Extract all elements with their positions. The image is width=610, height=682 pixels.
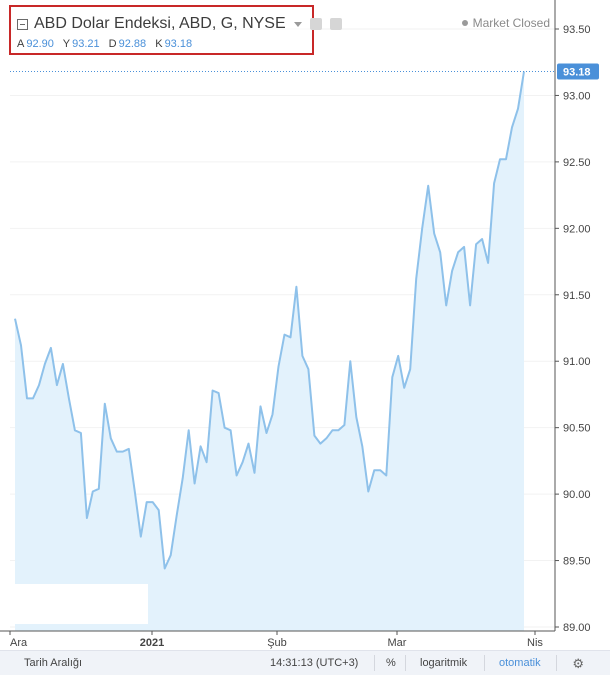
toolbar-divider bbox=[374, 655, 375, 671]
high-key: Y bbox=[62, 38, 71, 50]
x-tick-label: Ara bbox=[10, 637, 28, 649]
y-tick-label: 90.50 bbox=[563, 423, 591, 435]
y-tick-label: 90.00 bbox=[563, 489, 591, 501]
low-value: 92.88 bbox=[118, 38, 147, 50]
y-tick-label: 93.50 bbox=[563, 24, 591, 36]
log-toggle[interactable]: logaritmik bbox=[420, 657, 468, 669]
toolbar-divider bbox=[556, 655, 557, 671]
y-tick-label: 91.00 bbox=[563, 356, 591, 368]
last-price-value: 93.18 bbox=[563, 67, 591, 79]
x-tick-label: Mar bbox=[388, 637, 407, 649]
x-tick-label: Şub bbox=[267, 637, 287, 649]
market-status-text: Market Closed bbox=[472, 16, 550, 30]
x-tick-label: Nis bbox=[527, 637, 543, 649]
chevron-down-icon[interactable] bbox=[293, 21, 302, 27]
date-range-button[interactable]: Tarih Aralığı bbox=[24, 657, 83, 669]
market-status: Market Closed bbox=[461, 16, 550, 30]
settings-small-icon[interactable] bbox=[309, 18, 322, 30]
gear-icon[interactable]: ⚙ bbox=[572, 656, 584, 671]
y-tick-label: 89.50 bbox=[563, 556, 591, 568]
y-tick-label: 92.50 bbox=[563, 157, 591, 169]
legend-highlight: ABD Dolar Endeksi, ABD, G, NYSE A 92.90 Y… bbox=[9, 5, 342, 55]
auto-scale-toggle[interactable]: otomatik bbox=[499, 657, 541, 669]
y-tick-label: 93.00 bbox=[563, 90, 591, 102]
last-price-label-bg bbox=[557, 63, 599, 80]
status-dot-icon bbox=[461, 20, 468, 26]
legend-title-row: ABD Dolar Endeksi, ABD, G, NYSE bbox=[17, 15, 342, 33]
symbol-title[interactable]: ABD Dolar Endeksi, ABD, G, NYSE bbox=[34, 15, 286, 32]
time-axis[interactable]: Ara 2021 Şub Mar Nis bbox=[9, 631, 543, 649]
blank-overlay bbox=[4, 584, 148, 624]
toolbar-divider bbox=[405, 655, 406, 671]
bottom-toolbar: Tarih Aralığı 14:31:13 (UTC+3) % logarit… bbox=[0, 650, 610, 675]
collapse-icon[interactable] bbox=[17, 18, 28, 30]
y-tick-label: 92.00 bbox=[563, 223, 591, 235]
y-tick-label: 89.00 bbox=[563, 622, 591, 634]
toolbar-divider bbox=[484, 655, 485, 671]
x-tick-label: 2021 bbox=[140, 637, 164, 649]
price-area bbox=[15, 71, 524, 631]
price-line bbox=[14, 71, 525, 570]
percent-toggle[interactable]: % bbox=[386, 657, 396, 669]
close-value: 93.18 bbox=[164, 38, 193, 50]
clock-readout[interactable]: 14:31:13 (UTC+3) bbox=[270, 657, 359, 669]
high-value: 93.21 bbox=[72, 38, 100, 50]
last-price-label: 93.18 bbox=[557, 63, 599, 80]
gear-small-icon[interactable] bbox=[329, 18, 342, 30]
close-key: K bbox=[155, 38, 163, 50]
y-tick-label: 91.50 bbox=[563, 290, 591, 302]
open-value: 92.90 bbox=[26, 38, 54, 50]
price-axis[interactable]: 93.50 93.00 92.50 92.00 91.50 91.00 90.50 90.00… bbox=[555, 24, 591, 634]
ohlc-values: A 92.90 Y 93.21 D 92.88 K 93.18 bbox=[17, 38, 198, 50]
open-key: A bbox=[17, 38, 25, 50]
low-key: D bbox=[108, 38, 117, 50]
